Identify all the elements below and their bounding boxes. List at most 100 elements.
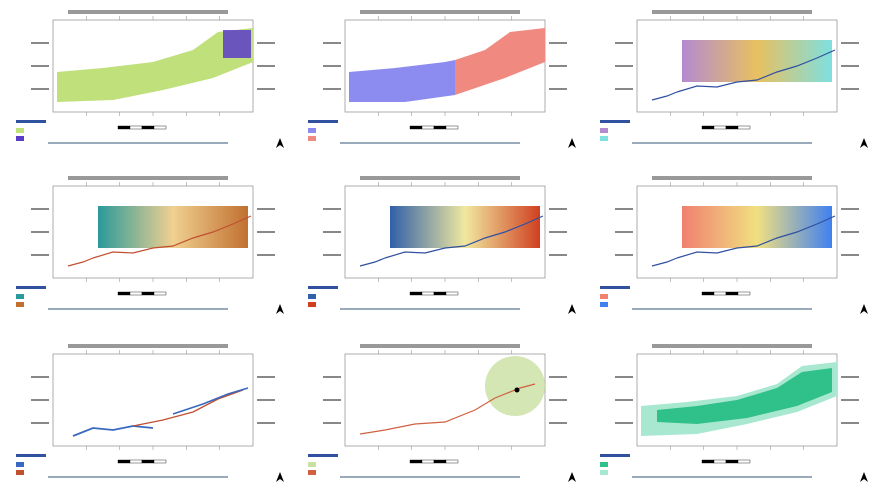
scale-bar (725, 125, 739, 130)
raster-surface (682, 40, 832, 82)
scale-bar (421, 125, 435, 130)
coord-label (31, 231, 49, 233)
north-arrow (860, 138, 868, 148)
scale-bar (701, 125, 715, 130)
legend-swatch (308, 294, 316, 299)
zone-polygon (349, 60, 455, 102)
legend-swatch (16, 136, 24, 141)
footer-note (48, 142, 228, 144)
legend-swatch (600, 136, 608, 141)
scale-bar (445, 459, 459, 464)
raster-surface (682, 206, 832, 248)
map-content (651, 40, 836, 101)
legend-title (600, 120, 630, 123)
coord-label (615, 65, 633, 67)
title-bar (360, 10, 520, 14)
map-panel (600, 176, 868, 314)
coord-label (841, 65, 859, 67)
coord-label (323, 376, 341, 378)
scale-bar (713, 125, 727, 130)
scale-bar (433, 291, 447, 296)
raster-surface (98, 206, 248, 248)
scale-bar (141, 459, 155, 464)
river-line (676, 49, 836, 93)
river-line (172, 387, 249, 415)
legend-title (600, 286, 630, 289)
coord-label (257, 422, 275, 424)
river-line (72, 425, 154, 437)
legend-title (16, 454, 46, 457)
legend-swatch (308, 462, 316, 467)
map-panel (308, 344, 576, 482)
buffer-zone (485, 356, 545, 416)
coord-label (31, 399, 49, 401)
coord-label (615, 254, 633, 256)
scale-bar (445, 291, 459, 296)
scale-bar (141, 291, 155, 296)
scale-bar (725, 291, 739, 296)
coord-label (323, 208, 341, 210)
scale-bar (421, 291, 435, 296)
map-panel (16, 176, 284, 314)
title-bar (68, 344, 228, 348)
legend-swatch (600, 462, 608, 467)
coord-label (615, 208, 633, 210)
coord-label (257, 399, 275, 401)
coord-label (323, 88, 341, 90)
north-arrow (276, 472, 284, 482)
scale-bar (445, 125, 459, 130)
legend-title (308, 286, 338, 289)
coord-label (841, 208, 859, 210)
river-line (92, 215, 252, 259)
raster-surface (390, 206, 540, 248)
legend-title (308, 120, 338, 123)
river-line (676, 215, 836, 259)
coord-label (257, 65, 275, 67)
coord-label (257, 254, 275, 256)
coord-label (31, 88, 49, 90)
footer-note (340, 142, 520, 144)
scale-bar (421, 459, 435, 464)
map-panel (600, 10, 868, 148)
footer-note (48, 476, 228, 478)
scale-bar (737, 291, 751, 296)
scale-bar (713, 459, 727, 464)
legend-swatch (16, 462, 24, 467)
scale-bar (153, 125, 167, 130)
map-content (72, 387, 249, 437)
river-line (132, 389, 244, 427)
zone-polygon (57, 28, 253, 102)
north-arrow (568, 304, 576, 314)
coord-label (257, 42, 275, 44)
scale-bar (701, 459, 715, 464)
zone-polygon (657, 368, 832, 424)
legend-title (308, 454, 338, 457)
north-arrow (860, 472, 868, 482)
scale-bar (129, 291, 143, 296)
legend-swatch (16, 294, 24, 299)
legend-swatch (600, 302, 608, 307)
title-bar (652, 10, 812, 14)
map-content (359, 356, 545, 435)
map-content (67, 206, 252, 267)
scale-bar (117, 125, 131, 130)
map-panel (16, 344, 284, 482)
footer-note (632, 308, 812, 310)
coord-label (841, 376, 859, 378)
scale-bar (701, 291, 715, 296)
scale-bar (141, 125, 155, 130)
scale-bar (737, 125, 751, 130)
coord-label (615, 88, 633, 90)
scale-bar (433, 125, 447, 130)
scale-bar (117, 459, 131, 464)
coord-label (615, 231, 633, 233)
scale-bar (129, 459, 143, 464)
map-content (651, 206, 836, 267)
scale-bar (725, 459, 739, 464)
legend-swatch (308, 136, 316, 141)
map-panel (308, 10, 576, 148)
coord-label (31, 254, 49, 256)
coord-label (615, 376, 633, 378)
map-content (359, 206, 544, 267)
